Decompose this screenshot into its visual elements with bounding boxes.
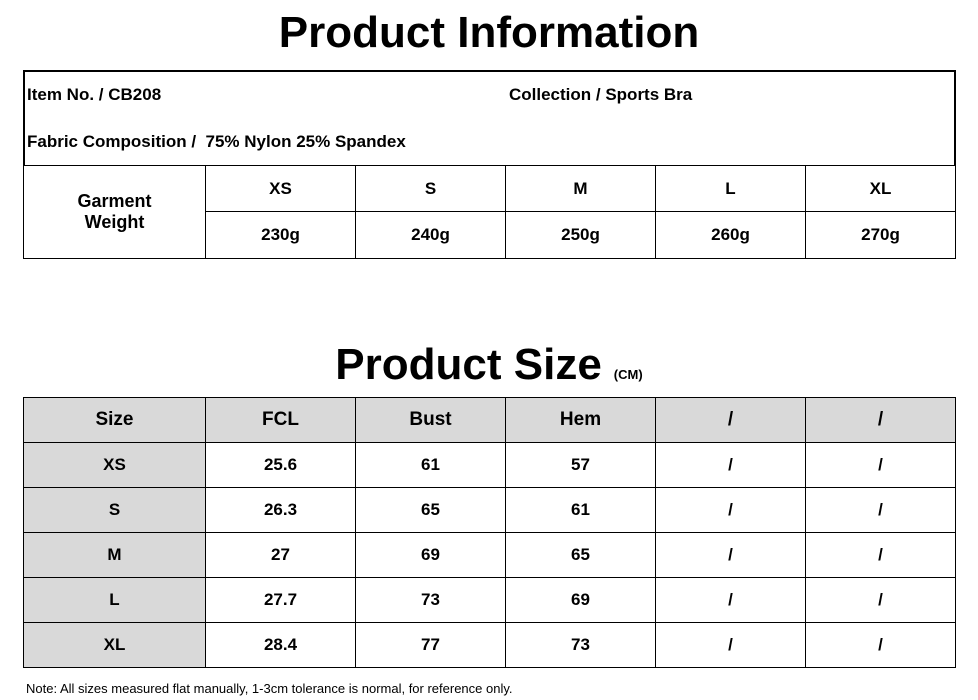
size-value: 73: [505, 622, 656, 668]
size-name: XL: [23, 622, 206, 668]
size-title-wrap: Product Size (CM): [0, 340, 978, 400]
weight-size: XS: [205, 165, 356, 212]
note: Note: All sizes measured flat manually, …: [26, 681, 513, 696]
size-name: M: [23, 532, 206, 578]
size-value: /: [655, 622, 806, 668]
size-header: /: [805, 397, 956, 443]
size-value: 25.6: [205, 442, 356, 488]
size-value: /: [805, 622, 956, 668]
size-header: Hem: [505, 397, 656, 443]
weight-value: 270g: [805, 211, 956, 259]
size-name: XS: [23, 442, 206, 488]
weight-value: 230g: [205, 211, 356, 259]
size-value: 26.3: [205, 487, 356, 533]
size-name: S: [23, 487, 206, 533]
size-value: 69: [355, 532, 506, 578]
size-value: 27: [205, 532, 356, 578]
weight-value: 260g: [655, 211, 806, 259]
size-value: /: [805, 487, 956, 533]
size-value: 65: [355, 487, 506, 533]
size-value: /: [655, 442, 806, 488]
collection: Collection / Sports Bra: [509, 85, 693, 104]
size-value: 77: [355, 622, 506, 668]
size-name: L: [23, 577, 206, 623]
size-value: 61: [505, 487, 656, 533]
size-value: 27.7: [205, 577, 356, 623]
size-value: /: [655, 577, 806, 623]
size-title: Product Size: [335, 340, 602, 389]
weight-label: Garment Weight: [23, 165, 206, 259]
item-no: Item No. / CB208: [27, 85, 162, 104]
size-value: 73: [355, 577, 506, 623]
weight-size: XL: [805, 165, 956, 212]
weight-size: M: [505, 165, 656, 212]
size-value: /: [655, 487, 806, 533]
page-title: Product Information: [278, 8, 700, 57]
size-value: /: [655, 532, 806, 578]
size-header: /: [655, 397, 806, 443]
size-value: 65: [505, 532, 656, 578]
unit: (CM): [613, 367, 643, 382]
size-value: 28.4: [205, 622, 356, 668]
size-header: Size: [23, 397, 206, 443]
fabric: Fabric Composition / 75% Nylon 25% Spand…: [27, 132, 406, 151]
size-value: 61: [355, 442, 506, 488]
weight-size: S: [355, 165, 506, 212]
weight-value: 240g: [355, 211, 506, 259]
size-header: FCL: [205, 397, 356, 443]
size-header: Bust: [355, 397, 506, 443]
weight-size: L: [655, 165, 806, 212]
size-value: 69: [505, 577, 656, 623]
size-value: 57: [505, 442, 656, 488]
size-value: /: [805, 442, 956, 488]
size-value: /: [805, 532, 956, 578]
size-value: /: [805, 577, 956, 623]
weight-value: 250g: [505, 211, 656, 259]
